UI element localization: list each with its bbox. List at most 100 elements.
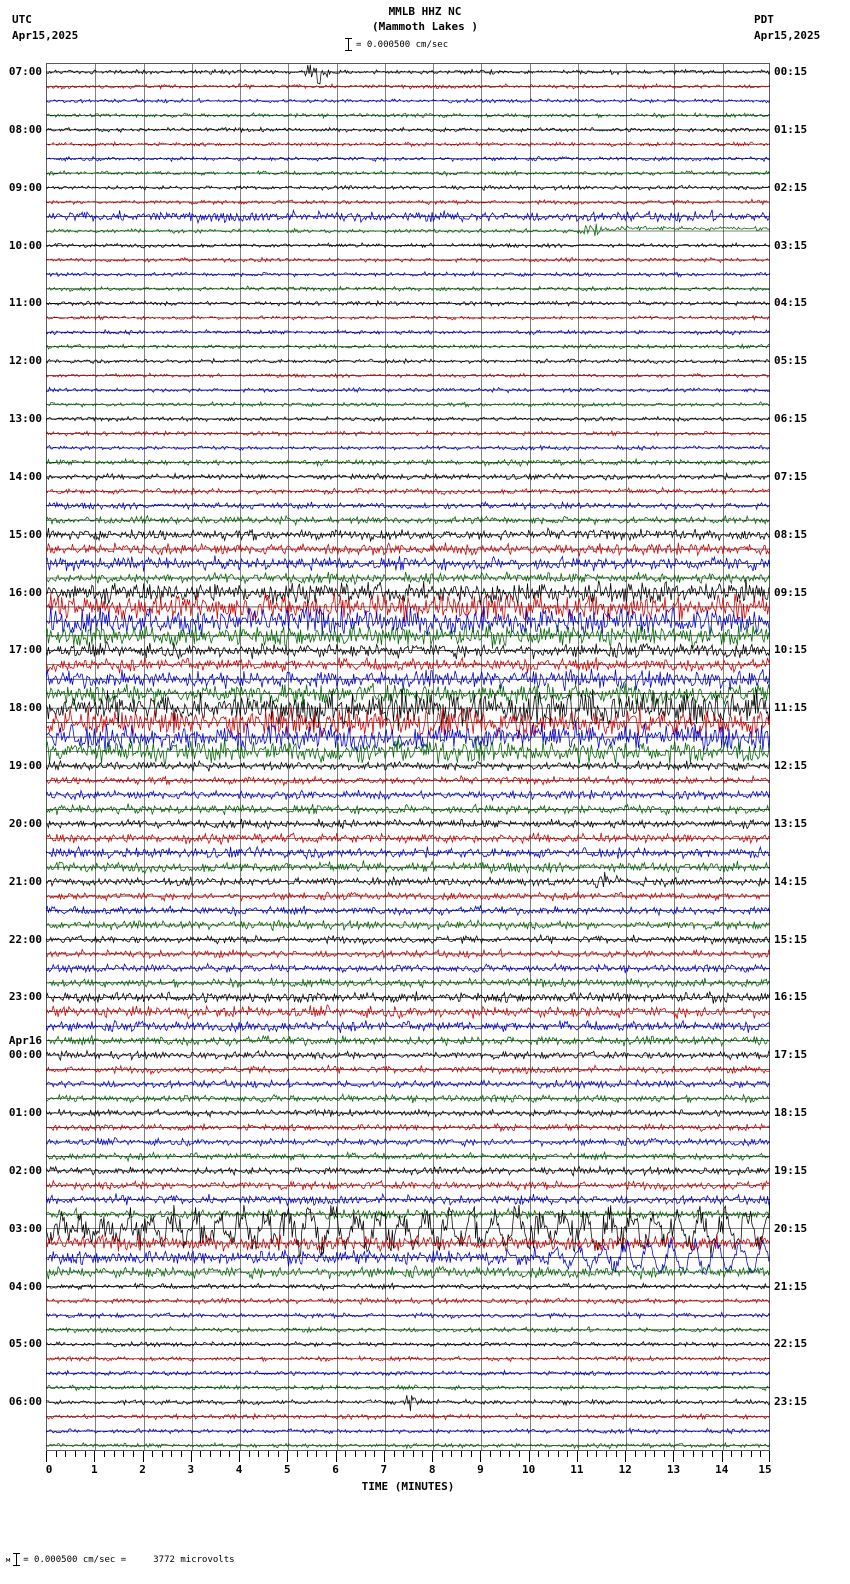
trace-row-89 <box>46 1354 770 1363</box>
trace-row-65 <box>46 1004 770 1020</box>
axis-label-2: 2 <box>139 1463 146 1476</box>
left-time-axis-labels: 07:00 08:00 09:00 10:00 11:00 12:00 13:00 14:00… <box>0 0 44 1584</box>
trace-row-16 <box>46 299 770 307</box>
axis-tick-minor <box>219 1451 221 1457</box>
left-time-label: 19:00 <box>8 759 42 772</box>
header-left-date: Apr15,2025 <box>12 29 79 42</box>
trace-row-91 <box>46 1384 770 1392</box>
right-time-label: 03:15 <box>774 238 808 252</box>
right-time-label: 08:15 <box>774 527 808 541</box>
axis-tick-minor <box>663 1451 665 1457</box>
axis-tick-minor <box>683 1451 685 1457</box>
trace-row-49 <box>46 774 770 787</box>
station-code-line: MMLB HHZ NC <box>388 5 462 18</box>
header-right-timezone-block: PDT Apr15,2025 <box>754 12 840 44</box>
axis-tick-minor <box>605 1451 607 1457</box>
axis-tick-major-8 <box>432 1451 434 1462</box>
right-time-label: 18:15 <box>774 1106 808 1119</box>
axis-tick-minor <box>171 1451 173 1457</box>
axis-tick-minor <box>277 1451 279 1457</box>
axis-tick-minor <box>509 1451 511 1457</box>
grid-line-minute-14 <box>722 64 724 1450</box>
left-time-label: 16:00 <box>8 585 42 599</box>
axis-tick-minor <box>65 1451 67 1457</box>
left-time-label: 11:00 <box>8 296 42 310</box>
axis-tick-minor <box>731 1451 733 1457</box>
grid-line-minute-9 <box>481 64 483 1450</box>
left-time-label: 15:00 <box>8 527 42 541</box>
axis-tick-minor <box>441 1451 443 1457</box>
trace-row-23 <box>46 400 770 409</box>
grid-line-minute-8 <box>433 64 435 1450</box>
axis-tick-minor <box>113 1451 115 1457</box>
header-right-date: Apr15,2025 <box>754 29 821 42</box>
ibeam-scale-icon <box>13 1553 21 1566</box>
right-time-label: 14:15 <box>774 874 808 888</box>
trace-row-6 <box>46 155 770 163</box>
axis-tick-minor <box>229 1451 231 1457</box>
grid-line-minute-6 <box>336 64 338 1450</box>
axis-tick-major-9 <box>480 1451 482 1462</box>
axis-tick-minor <box>316 1451 318 1457</box>
axis-tick-minor <box>364 1451 366 1457</box>
right-time-label: 22:15 <box>774 1337 808 1351</box>
axis-tick-minor <box>644 1451 646 1457</box>
axis-tick-minor <box>750 1451 752 1457</box>
header-right-timezone: PDT <box>754 13 774 26</box>
right-time-label: 19:15 <box>774 1163 808 1177</box>
axis-tick-major-6 <box>335 1451 337 1462</box>
trace-row-76 <box>46 1165 770 1177</box>
axis-tick-minor <box>123 1451 125 1457</box>
left-time-label: 21:00 <box>8 874 42 888</box>
left-time-label: 14:00 <box>8 469 42 483</box>
trace-row-92 <box>46 1395 770 1412</box>
seismic-traces <box>46 64 770 1450</box>
grid-line-minute-3 <box>191 64 193 1450</box>
axis-tick-minor <box>490 1451 492 1457</box>
axis-tick-minor <box>461 1451 463 1457</box>
helicorder-plot[interactable] <box>46 63 770 1451</box>
trace-row-12 <box>46 241 770 249</box>
trace-row-75 <box>46 1150 770 1163</box>
left-time-label: 04:00 <box>8 1279 42 1293</box>
left-time-label: 01:00 <box>8 1106 42 1119</box>
trace-row-80 <box>46 1198 770 1258</box>
axis-tick-minor <box>374 1451 376 1457</box>
trace-row-48 <box>46 759 770 772</box>
trace-row-95 <box>46 1441 770 1450</box>
axis-label-3: 3 <box>187 1463 195 1476</box>
grid-line-minute-5 <box>288 64 290 1450</box>
axis-tick-minor <box>306 1451 308 1457</box>
trace-row-21 <box>46 372 770 379</box>
trace-row-59 <box>46 919 770 932</box>
trace-row-9 <box>46 198 770 206</box>
axis-tick-minor <box>74 1451 76 1457</box>
trace-row-4 <box>46 126 770 134</box>
trace-row-70 <box>46 1077 770 1090</box>
axis-tick-minor <box>132 1451 134 1457</box>
left-time-label: 17:00 <box>8 643 42 657</box>
left-time-label: 08:00 <box>8 122 42 136</box>
right-time-label: 05:15 <box>774 354 808 368</box>
left-time-label: 20:00 <box>8 816 42 830</box>
trace-row-90 <box>46 1369 770 1377</box>
trace-row-77 <box>46 1179 770 1193</box>
left-time-label: 18:00 <box>8 701 42 715</box>
time-axis: TIME (MINUTES) 0 1 2 3 4 5 6 7 8 9 10 11 12 13 14 15 <box>45 1451 772 1493</box>
axis-tick-minor <box>567 1451 569 1457</box>
grid-line-minute-12 <box>626 64 628 1450</box>
axis-tick-major-12 <box>625 1451 627 1462</box>
axis-label-15: 15 <box>758 1463 772 1476</box>
axis-label-8: 8 <box>428 1463 436 1476</box>
trace-row-69 <box>46 1064 770 1076</box>
trace-row-2 <box>46 97 770 104</box>
trace-row-8 <box>46 184 770 192</box>
trace-row-73 <box>46 1122 770 1133</box>
axis-label-0: 0 <box>45 1463 53 1476</box>
trace-row-87 <box>46 1325 770 1334</box>
axis-tick-minor <box>692 1451 694 1457</box>
trace-row-36 <box>46 578 770 607</box>
trace-row-24 <box>46 415 770 423</box>
axis-tick-minor <box>451 1451 453 1457</box>
trace-row-35 <box>46 571 770 586</box>
